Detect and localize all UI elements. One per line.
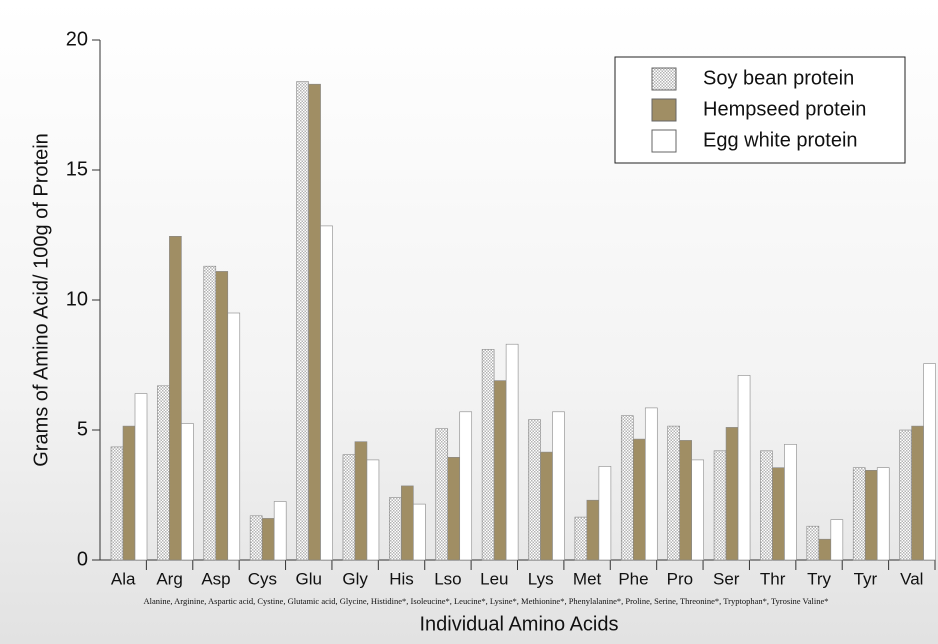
bar — [818, 538, 832, 561]
bar — [620, 415, 634, 561]
footnote: Alanine, Arginine, Aspartic acid, Cystin… — [143, 596, 828, 606]
x-tick-label: Pro — [667, 569, 693, 588]
bar — [632, 438, 646, 561]
x-tick-label: Met — [573, 569, 602, 588]
bar — [679, 440, 692, 561]
bar — [203, 265, 217, 561]
bar — [784, 443, 797, 561]
legend-label: Egg white protein — [703, 129, 858, 151]
x-tick-label: Leu — [480, 569, 508, 588]
x-tick-label: Cys — [248, 569, 277, 588]
x-tick-label: Asp — [201, 569, 230, 588]
bar — [413, 503, 426, 561]
bar — [261, 518, 275, 561]
x-tick-label: Ser — [713, 569, 740, 588]
x-tick-label: Glu — [296, 569, 322, 588]
bar — [227, 312, 241, 561]
bar — [215, 271, 229, 561]
bar — [366, 459, 380, 561]
x-tick-label: Tyr — [854, 569, 878, 588]
bar — [760, 450, 773, 561]
x-tick-label: Phe — [618, 569, 648, 588]
bar — [644, 407, 658, 561]
bar — [401, 485, 414, 561]
bar — [528, 419, 541, 561]
bar — [435, 428, 449, 561]
bar — [249, 515, 263, 561]
bar — [830, 519, 844, 561]
bar — [899, 429, 912, 561]
y-tick-label: 5 — [77, 418, 88, 440]
bar — [667, 425, 680, 561]
bar — [876, 467, 890, 561]
bar — [181, 423, 194, 561]
bar — [806, 525, 820, 561]
legend-swatch — [651, 129, 677, 153]
x-tick-label: Arg — [156, 569, 182, 588]
bar — [540, 451, 553, 561]
x-tick-label: Thr — [760, 569, 786, 588]
x-tick-label: Ala — [111, 569, 136, 588]
x-axis-label: Individual Amino Acids — [419, 613, 618, 635]
bar — [725, 427, 739, 561]
bar — [273, 501, 287, 561]
bar — [481, 349, 495, 561]
bar — [296, 81, 309, 561]
y-axis-label: Grams of Amino Acid/ 100g of Protein — [30, 133, 52, 467]
bar — [354, 441, 368, 561]
bar — [459, 411, 473, 561]
bar — [320, 225, 333, 561]
x-tick-label: Lys — [528, 569, 554, 588]
bar — [911, 425, 924, 561]
bar — [447, 456, 461, 561]
y-tick-label: 20 — [66, 28, 88, 50]
x-tick-label: Gly — [342, 569, 368, 588]
bar — [772, 467, 785, 561]
bar — [122, 425, 136, 561]
legend-swatch — [651, 98, 677, 122]
bar — [308, 83, 321, 561]
bar — [713, 450, 727, 561]
bar — [598, 466, 612, 561]
bar — [505, 343, 519, 561]
bar — [737, 375, 751, 561]
bar — [342, 454, 356, 561]
bar — [134, 393, 148, 561]
x-tick-label: Try — [807, 569, 831, 588]
y-tick-label: 10 — [66, 288, 88, 310]
x-tick-label: Val — [900, 569, 923, 588]
bar — [110, 446, 124, 561]
bar — [169, 236, 182, 561]
bar — [586, 499, 600, 561]
bar — [864, 469, 878, 561]
legend-label: Hempseed protein — [703, 98, 866, 120]
x-tick-label: His — [389, 569, 414, 588]
y-tick-label: 15 — [66, 158, 88, 180]
bar — [923, 363, 936, 561]
bar — [552, 411, 565, 561]
bar — [157, 385, 170, 561]
bar — [574, 516, 588, 561]
legend-label: Soy bean protein — [703, 67, 854, 89]
bar — [389, 497, 402, 561]
legend-swatch — [651, 67, 677, 91]
bar — [493, 380, 507, 561]
bar — [691, 459, 704, 561]
bar — [852, 467, 866, 561]
y-tick-label: 0 — [77, 548, 88, 570]
x-tick-label: Lso — [434, 569, 461, 588]
